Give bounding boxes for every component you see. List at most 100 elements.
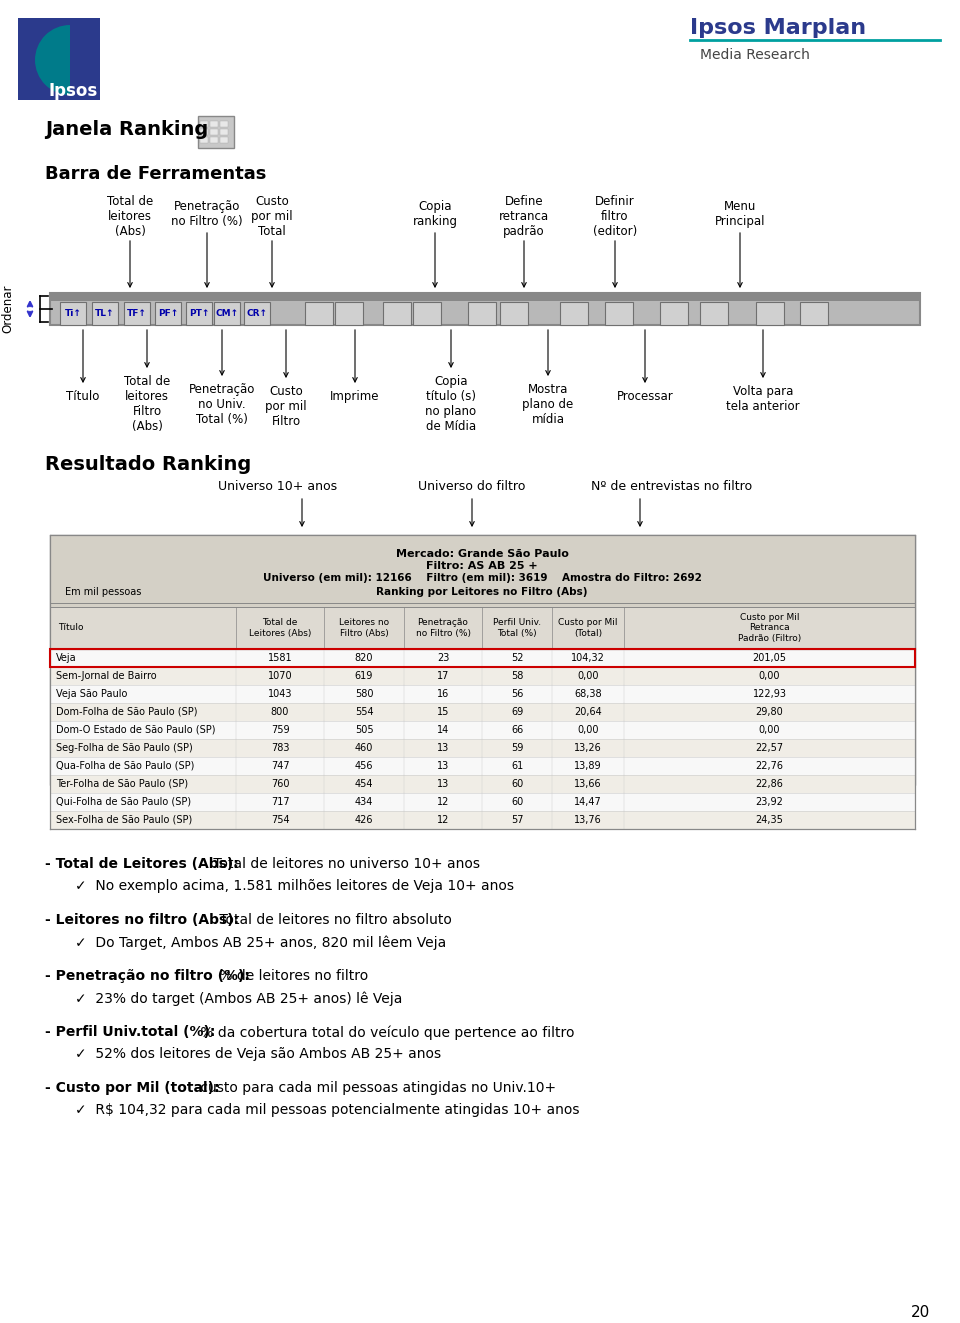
Text: Penetração
no Filtro (%): Penetração no Filtro (%)	[416, 618, 470, 638]
Text: Volta para
tela anterior: Volta para tela anterior	[726, 385, 800, 413]
Bar	[155, 302, 181, 325]
Text: Definir
filtro
(editor): Definir filtro (editor)	[593, 194, 637, 238]
Text: PT↑: PT↑	[189, 308, 209, 318]
Text: 434: 434	[355, 796, 373, 807]
Text: 22,76: 22,76	[756, 761, 783, 771]
Text: 13,76: 13,76	[574, 815, 602, 826]
Text: 61: 61	[511, 761, 523, 771]
Bar	[50, 685, 915, 703]
Text: 17: 17	[437, 671, 449, 681]
Text: TF↑: TF↑	[127, 308, 147, 318]
Text: Mercado: Grande São Paulo: Mercado: Grande São Paulo	[396, 549, 568, 560]
Bar	[210, 130, 218, 135]
Text: Sex-Folha de São Paulo (SP): Sex-Folha de São Paulo (SP)	[56, 815, 192, 826]
Text: 12: 12	[437, 815, 449, 826]
Text: Ranking por Leitores no Filtro (Abs): Ranking por Leitores no Filtro (Abs)	[376, 587, 588, 597]
Text: Copia
ranking: Copia ranking	[413, 200, 458, 228]
Text: Media Research: Media Research	[700, 48, 810, 62]
Text: 66: 66	[511, 725, 523, 736]
Text: TL↑: TL↑	[95, 308, 115, 318]
Text: 23: 23	[437, 654, 449, 663]
Text: 456: 456	[355, 761, 373, 771]
Bar	[50, 721, 915, 740]
Text: Copia
título (s)
no plano
de Mídia: Copia título (s) no plano de Mídia	[425, 374, 476, 433]
Text: Custo
por mil
Total: Custo por mil Total	[252, 194, 293, 238]
Bar	[413, 302, 441, 325]
Text: 717: 717	[271, 796, 289, 807]
Bar	[210, 138, 218, 143]
Text: Total de leitores no filtro absoluto: Total de leitores no filtro absoluto	[215, 913, 452, 927]
Text: Ter-Folha de São Paulo (SP): Ter-Folha de São Paulo (SP)	[56, 779, 188, 789]
Text: 69: 69	[511, 706, 523, 717]
Text: 13,26: 13,26	[574, 744, 602, 753]
Text: Universo (em mil): 12166    Filtro (em mil): 3619    Amostra do Filtro: 2692: Universo (em mil): 12166 Filtro (em mil)…	[263, 573, 702, 583]
Text: Veja: Veja	[56, 654, 77, 663]
Text: Ipsos Marplan: Ipsos Marplan	[690, 19, 866, 38]
Text: Imprime: Imprime	[330, 390, 380, 404]
Text: custo para cada mil pessoas atingidas no Univ.10+: custo para cada mil pessoas atingidas no…	[196, 1081, 557, 1095]
Text: 104,32: 104,32	[571, 654, 605, 663]
Text: 13: 13	[437, 779, 449, 789]
Bar	[220, 130, 228, 135]
Text: 14: 14	[437, 725, 449, 736]
Text: 0,00: 0,00	[758, 671, 780, 681]
Text: 16: 16	[437, 689, 449, 699]
Text: 60: 60	[511, 779, 523, 789]
Text: 580: 580	[355, 689, 373, 699]
Text: PF↑: PF↑	[157, 308, 179, 318]
Text: - Leitores no filtro (Abs):: - Leitores no filtro (Abs):	[45, 913, 239, 927]
Text: Universo 10+ anos: Universo 10+ anos	[219, 480, 338, 493]
Text: Perfil Univ.
Total (%): Perfil Univ. Total (%)	[492, 618, 541, 638]
Bar	[60, 302, 86, 325]
Bar	[50, 534, 915, 785]
Bar	[50, 757, 915, 775]
Text: 14,47: 14,47	[574, 796, 602, 807]
Bar	[200, 130, 208, 135]
Text: 0,00: 0,00	[577, 725, 599, 736]
FancyBboxPatch shape	[18, 19, 100, 101]
Bar	[700, 302, 728, 325]
Text: 754: 754	[271, 815, 289, 826]
Text: Penetração
no Univ.
Total (%): Penetração no Univ. Total (%)	[189, 382, 255, 426]
Text: 20,64: 20,64	[574, 706, 602, 717]
Text: Dom-Folha de São Paulo (SP): Dom-Folha de São Paulo (SP)	[56, 706, 198, 717]
Text: Custo por Mil
(Total): Custo por Mil (Total)	[559, 618, 617, 638]
Text: 122,93: 122,93	[753, 689, 786, 699]
Text: Sem-Jornal de Bairro: Sem-Jornal de Bairro	[56, 671, 156, 681]
Text: 23,92: 23,92	[756, 796, 783, 807]
Text: Processar: Processar	[616, 390, 673, 404]
Bar	[220, 120, 228, 127]
Text: Define
retranca
padrão: Define retranca padrão	[499, 194, 549, 238]
Text: - Perfil Univ.total (%):: - Perfil Univ.total (%):	[45, 1025, 215, 1039]
FancyBboxPatch shape	[198, 116, 234, 148]
Text: Mostra
plano de
mídia: Mostra plano de mídia	[522, 382, 574, 426]
Text: 460: 460	[355, 744, 373, 753]
Text: 1581: 1581	[268, 654, 292, 663]
Bar	[124, 302, 150, 325]
Text: 56: 56	[511, 689, 523, 699]
Text: Qua-Folha de São Paulo (SP): Qua-Folha de São Paulo (SP)	[56, 761, 194, 771]
Text: Resultado Ranking: Resultado Ranking	[45, 455, 252, 474]
Bar	[800, 302, 828, 325]
Bar	[50, 703, 915, 721]
Text: 800: 800	[271, 706, 289, 717]
Text: Total de leitores no universo 10+ anos: Total de leitores no universo 10+ anos	[208, 857, 480, 871]
Text: ✓  R$ 104,32 para cada mil pessoas potencialmente atingidas 10+ anos: ✓ R$ 104,32 para cada mil pessoas potenc…	[75, 1103, 580, 1117]
Text: 13,89: 13,89	[574, 761, 602, 771]
Text: 201,05: 201,05	[753, 654, 786, 663]
Text: ✓  52% dos leitores de Veja são Ambos AB 25+ anos: ✓ 52% dos leitores de Veja são Ambos AB …	[75, 1046, 442, 1061]
Bar	[468, 302, 496, 325]
Text: 1070: 1070	[268, 671, 292, 681]
Text: Total de
leitores
(Abs): Total de leitores (Abs)	[107, 194, 154, 238]
Bar	[50, 667, 915, 685]
Text: Título: Título	[66, 390, 100, 404]
Text: 68,38: 68,38	[574, 689, 602, 699]
Text: Custo por Mil
Retranca
Padrão (Filtro): Custo por Mil Retranca Padrão (Filtro)	[738, 613, 802, 643]
Text: 13,66: 13,66	[574, 779, 602, 789]
Text: Custo
por mil
Filtro: Custo por mil Filtro	[265, 385, 307, 429]
Text: 783: 783	[271, 744, 289, 753]
Bar	[335, 302, 363, 325]
Text: 60: 60	[511, 796, 523, 807]
Text: - Penetração no filtro (%):: - Penetração no filtro (%):	[45, 968, 250, 983]
Bar	[50, 775, 915, 792]
